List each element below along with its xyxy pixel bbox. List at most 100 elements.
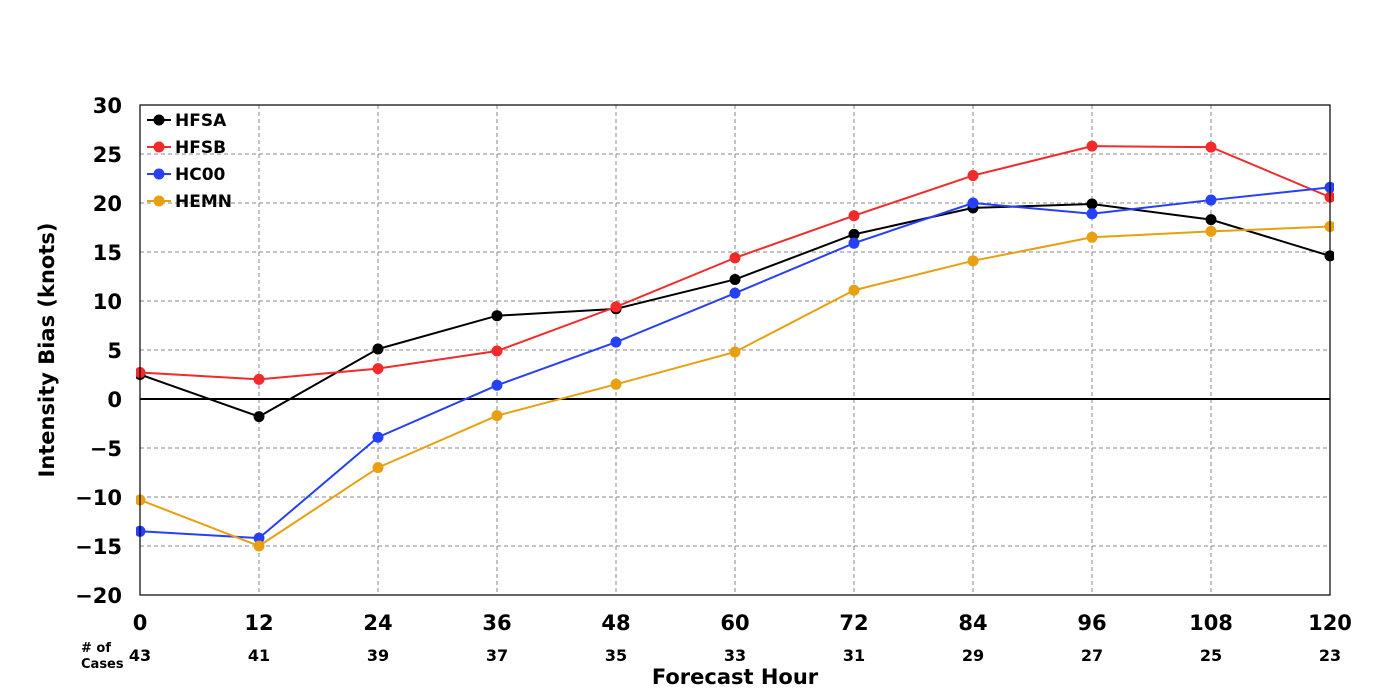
data-point	[967, 255, 979, 267]
y-tick-label: 0	[107, 388, 122, 412]
data-point	[967, 170, 979, 182]
data-point	[253, 532, 265, 544]
case-count-labels: 43 41 39 37 35 33 31 29 27 25 23	[129, 646, 1341, 665]
data-point	[1086, 198, 1098, 210]
x-tick-label: 108	[1189, 611, 1233, 635]
data-point	[1205, 141, 1217, 153]
case-count-label: 23	[1319, 646, 1341, 665]
x-tick-label: 0	[133, 611, 148, 635]
data-point	[491, 410, 503, 422]
data-point	[848, 228, 860, 240]
legend-item-hfsa: HFSA	[147, 111, 227, 131]
data-point	[729, 287, 741, 299]
data-point	[1205, 214, 1217, 226]
legend-item-hfsb: HFSB	[147, 138, 226, 158]
y-tick-label: 30	[93, 94, 122, 118]
case-count-label: 43	[129, 646, 151, 665]
y-tick-label: −15	[75, 535, 122, 559]
data-point	[848, 237, 860, 249]
data-point	[729, 273, 741, 285]
legend-item-hemn: HEMN	[147, 192, 232, 212]
y-tick-label: −10	[75, 486, 122, 510]
data-point	[372, 431, 384, 443]
x-tick-label: 48	[601, 611, 630, 635]
data-point	[1086, 208, 1098, 220]
data-point	[1324, 191, 1334, 203]
data-point	[491, 379, 503, 391]
legend-marker	[153, 114, 165, 126]
series-hc00	[136, 181, 1334, 544]
data-point	[372, 462, 384, 474]
data-point	[1324, 181, 1334, 193]
case-count-label: 41	[248, 646, 270, 665]
legend-marker	[153, 195, 165, 207]
y-tick-label: −20	[75, 584, 122, 608]
data-point	[1205, 225, 1217, 237]
data-point	[729, 252, 741, 264]
data-point	[253, 373, 265, 385]
series-hfsb	[136, 140, 1334, 385]
case-count-label: 31	[843, 646, 865, 665]
x-tick-label: 12	[244, 611, 273, 635]
series-layer	[136, 140, 1334, 552]
x-tick-label: 96	[1077, 611, 1106, 635]
y-tick-label: 5	[107, 339, 122, 363]
cases-label-line1: # of	[81, 641, 111, 656]
data-point	[1324, 221, 1334, 233]
legend-label: HFSB	[175, 138, 226, 158]
x-tick-label: 84	[958, 611, 987, 635]
y-tick-labels: 30 25 20 15 10 5 0 −5 −10 −15 −20	[75, 94, 122, 608]
case-count-label: 35	[605, 646, 627, 665]
x-tick-label: 24	[363, 611, 392, 635]
data-point	[1086, 231, 1098, 243]
data-point	[610, 336, 622, 348]
y-tick-label: 15	[93, 241, 122, 265]
x-tick-labels: 0 12 24 36 48 60 72 84 96 108 120	[133, 611, 1352, 635]
data-point	[136, 494, 146, 506]
case-count-label: 29	[962, 646, 984, 665]
data-point	[1086, 140, 1098, 152]
legend-marker	[153, 141, 165, 153]
case-count-label: 27	[1081, 646, 1103, 665]
data-point	[610, 378, 622, 390]
data-point	[253, 411, 265, 423]
y-axis-label: Intensity Bias (knots)	[35, 223, 59, 478]
data-point	[372, 343, 384, 355]
data-point	[253, 540, 265, 552]
data-point	[136, 525, 146, 537]
data-point	[610, 301, 622, 313]
legend-label: HEMN	[175, 192, 232, 212]
data-point	[848, 210, 860, 222]
y-tick-label: 10	[93, 290, 122, 314]
legend-item-hc00: HC00	[147, 165, 226, 185]
data-point	[491, 345, 503, 357]
y-tick-label: −5	[90, 437, 122, 461]
plot-frame	[139, 104, 1331, 596]
y-tick-label: 20	[93, 192, 122, 216]
x-axis-label: Forecast Hour	[652, 665, 819, 689]
legend: HFSA HFSB HC00 HEMN	[147, 111, 232, 212]
case-count-label: 37	[486, 646, 508, 665]
data-point	[1205, 194, 1217, 206]
data-point	[848, 284, 860, 296]
y-tick-label: 25	[93, 143, 122, 167]
case-count-label: 39	[367, 646, 389, 665]
legend-marker	[153, 168, 165, 180]
data-point	[136, 367, 146, 379]
data-point	[967, 197, 979, 209]
cases-label-line2: Cases	[81, 657, 124, 672]
x-tick-label: 72	[839, 611, 868, 635]
x-tick-label: 60	[720, 611, 749, 635]
series-hemn	[136, 221, 1334, 552]
case-count-label: 25	[1200, 646, 1222, 665]
data-point	[372, 363, 384, 375]
case-count-label: 33	[724, 646, 746, 665]
data-point	[729, 346, 741, 358]
x-tick-label: 120	[1308, 611, 1352, 635]
data-point	[1324, 250, 1334, 262]
legend-label: HC00	[175, 165, 226, 185]
x-tick-label: 36	[482, 611, 511, 635]
legend-label: HFSA	[175, 111, 227, 131]
data-point	[491, 310, 503, 322]
